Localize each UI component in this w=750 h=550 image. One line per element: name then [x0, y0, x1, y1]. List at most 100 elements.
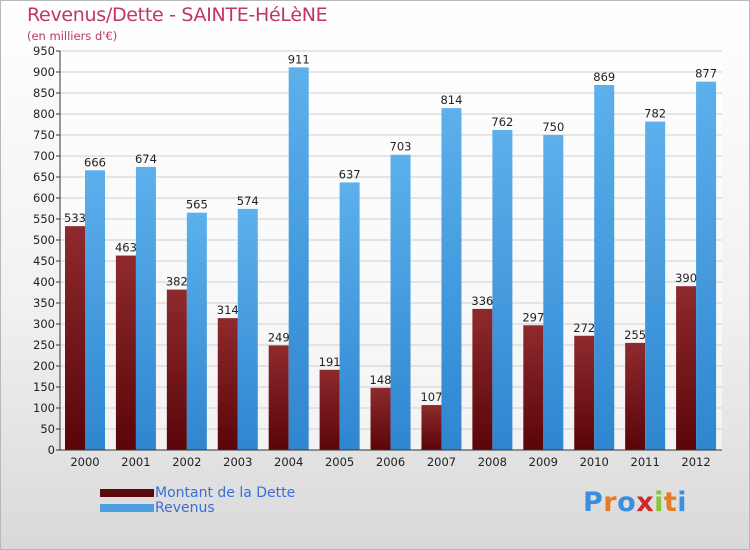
bar-dette-2002: [166, 289, 187, 450]
value-label-dette-2001: 463: [115, 241, 137, 255]
logo-letter: i: [654, 487, 664, 518]
value-label-revenus-2007: 814: [440, 93, 462, 107]
bar-revenus-2005: [339, 182, 360, 450]
y-tick-label: 900: [33, 65, 55, 79]
value-label-revenus-2003: 574: [237, 194, 259, 208]
axes: [59, 51, 722, 451]
logo-letter: x: [636, 487, 655, 518]
value-label-revenus-2009: 750: [542, 120, 564, 134]
bar-dette-2006: [370, 387, 391, 450]
x-tick-label-2008: 2008: [478, 455, 507, 469]
value-label-revenus-2002: 565: [186, 198, 208, 212]
value-label-dette-2000: 533: [64, 211, 86, 225]
bar-revenus-2001: [135, 166, 156, 451]
y-tick-label: 850: [33, 86, 55, 100]
y-tick-label: 600: [33, 191, 55, 205]
value-label-dette-2011: 255: [624, 328, 646, 342]
bar-dette-2011: [625, 342, 646, 450]
x-tick-label-2005: 2005: [325, 455, 354, 469]
value-label-revenus-2011: 782: [644, 107, 666, 121]
y-tick-label: 650: [33, 170, 55, 184]
bar-dette-2007: [421, 405, 442, 450]
bar-revenus-2004: [288, 67, 309, 450]
bar-dette-2008: [472, 308, 493, 450]
bar-revenus-2003: [237, 208, 258, 450]
y-tick-label: 200: [33, 359, 55, 373]
x-tick-label-2010: 2010: [580, 455, 609, 469]
chart-subtitle: (en milliers d'€): [27, 29, 118, 43]
y-tick-label: 550: [33, 212, 55, 226]
bar-dette-2004: [268, 345, 289, 450]
value-label-dette-2004: 249: [268, 330, 290, 344]
value-label-revenus-2010: 869: [593, 70, 615, 84]
x-tick-label-2006: 2006: [376, 455, 405, 469]
logo-letter: P: [583, 487, 604, 518]
y-tick-label: 800: [33, 107, 55, 121]
bar-dette-2003: [217, 318, 238, 450]
bars: [65, 67, 717, 451]
labels: 0 50 100 150 200 250 300 350 400 450 500 550 600 650 7…: [33, 44, 717, 469]
y-tick-label: 0: [48, 443, 55, 457]
y-tick-label: 100: [33, 401, 55, 415]
y-tick-label: 400: [33, 275, 55, 289]
bar-dette-2005: [319, 369, 340, 450]
value-label-dette-2009: 297: [522, 310, 544, 324]
value-label-dette-2002: 382: [166, 275, 188, 289]
bar-revenus-2012: [696, 81, 717, 450]
y-tick-label: 350: [33, 296, 55, 310]
logo-letter: t: [663, 487, 678, 518]
legend-swatch-dette: [100, 489, 154, 497]
legend-label-revenus: Revenus: [155, 500, 215, 516]
y-tick-label: 300: [33, 317, 55, 331]
y-tick-label: 250: [33, 338, 55, 352]
x-tick-label-2003: 2003: [223, 455, 252, 469]
bar-dette-2009: [523, 325, 544, 450]
bar-revenus-2010: [594, 85, 615, 451]
y-tick-label: 700: [33, 149, 55, 163]
y-tick-label: 450: [33, 254, 55, 268]
x-tick-label-2002: 2002: [172, 455, 201, 469]
legend-swatch-revenus: [100, 504, 154, 512]
y-tick-label: 50: [40, 422, 55, 436]
x-tick-label-2001: 2001: [121, 455, 150, 469]
bar-dette-2012: [676, 286, 697, 450]
bar-revenus-2000: [85, 170, 105, 450]
x-tick-label-2011: 2011: [631, 455, 660, 469]
value-label-revenus-2004: 911: [288, 52, 310, 66]
bar-revenus-2006: [390, 154, 411, 451]
y-tick-label: 750: [33, 128, 55, 142]
value-label-revenus-2008: 762: [491, 115, 513, 129]
value-label-dette-2003: 314: [217, 303, 239, 317]
x-tick-label-2009: 2009: [529, 455, 558, 469]
bar-revenus-2007: [441, 108, 462, 451]
chart-title: Revenus/Dette - SAINTE-HéLèNE: [27, 4, 328, 26]
bar-dette-2010: [574, 335, 595, 450]
y-tick-label: 500: [33, 233, 55, 247]
x-tick-label-2012: 2012: [681, 455, 710, 469]
legend-label-dette: Montant de la Dette: [155, 485, 296, 501]
logo-letter: i: [677, 487, 688, 518]
y-tick-label: 150: [33, 380, 55, 394]
proxiti-logo: Proxiti: [583, 487, 687, 518]
logo-letter: r: [603, 487, 618, 518]
x-tick-label-2004: 2004: [274, 455, 303, 469]
x-tick-label-2000: 2000: [70, 455, 99, 469]
value-label-dette-2010: 272: [573, 321, 595, 335]
bar-revenus-2009: [543, 135, 564, 450]
value-label-revenus-2001: 674: [135, 152, 157, 166]
value-label-dette-2006: 148: [370, 373, 392, 387]
value-label-dette-2012: 390: [675, 271, 697, 285]
x-tick-label-2007: 2007: [427, 455, 456, 469]
value-label-revenus-2005: 637: [339, 167, 361, 181]
bar-revenus-2011: [645, 121, 666, 450]
value-label-dette-2005: 191: [319, 355, 341, 369]
value-label-revenus-2000: 666: [84, 155, 106, 169]
bar-revenus-2008: [492, 129, 513, 450]
logo-letter: o: [617, 487, 637, 518]
value-label-dette-2008: 336: [471, 294, 493, 308]
value-label-revenus-2006: 703: [390, 140, 412, 154]
value-label-dette-2007: 107: [420, 390, 442, 404]
bar-revenus-2002: [186, 212, 207, 450]
bar-dette-2000: [65, 226, 85, 450]
